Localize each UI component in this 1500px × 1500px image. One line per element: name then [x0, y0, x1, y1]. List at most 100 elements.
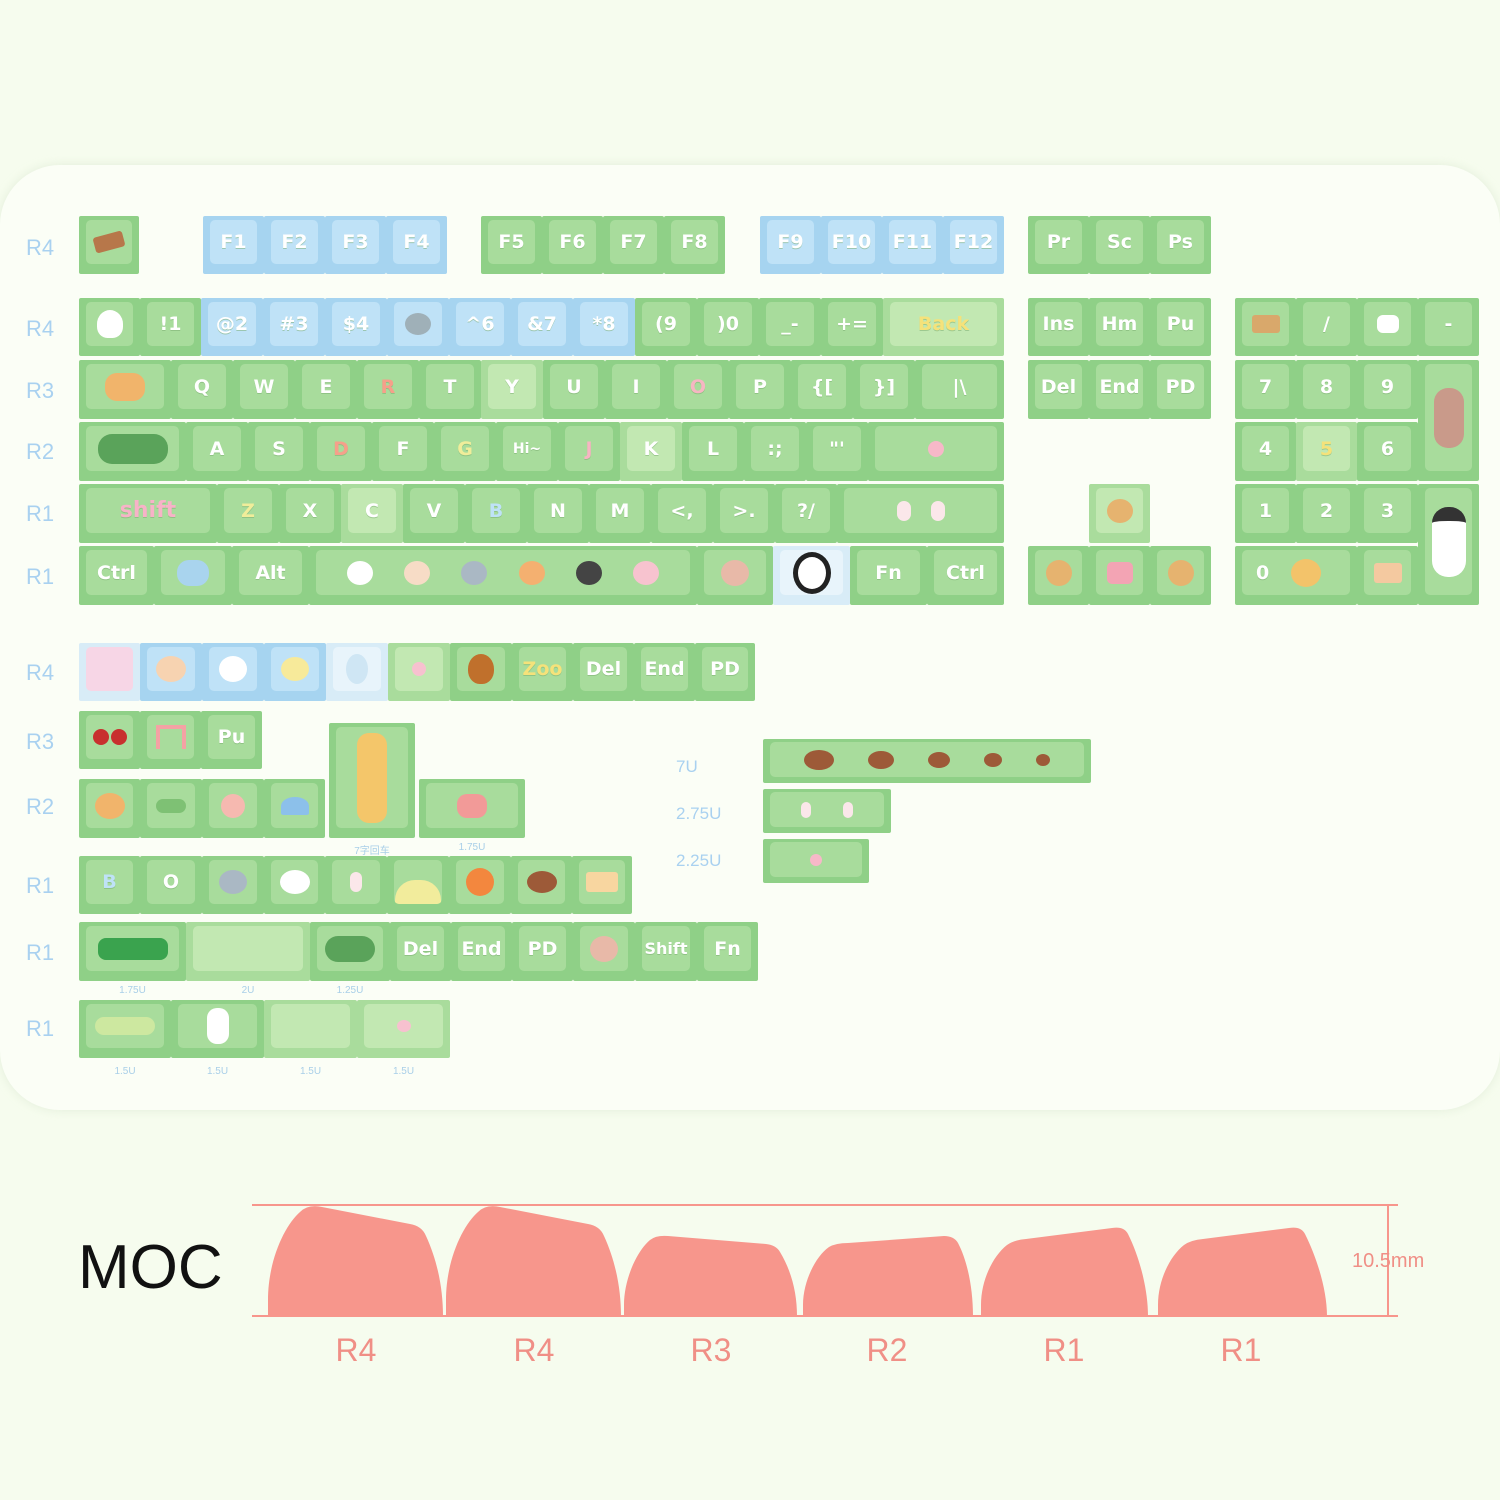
- hedgehog-icon: [526, 871, 557, 893]
- key-extra-koala: [202, 856, 264, 914]
- key-extra-monkey: [573, 922, 635, 981]
- key-enter-garden: [868, 422, 1004, 481]
- key-f12: F12: [943, 216, 1004, 274]
- key-b: B: [465, 484, 527, 543]
- key-spacebar-animals: [309, 546, 697, 605]
- heart-icon: [396, 1020, 411, 1032]
- paw-icon: [843, 801, 853, 818]
- size-label: 1.25U: [336, 985, 364, 996]
- profile-shape-r1: [981, 1227, 1148, 1316]
- key-5-koala: [387, 298, 449, 356]
- key-scroll-lock: Sc: [1089, 216, 1150, 274]
- key-extra-end2: End: [451, 922, 512, 981]
- key-end: End: [1089, 360, 1150, 419]
- cat-icon: [105, 372, 145, 401]
- lion-icon: [1291, 558, 1322, 587]
- key-left-alt: Alt: [232, 546, 309, 605]
- key-s: S: [248, 422, 310, 481]
- bird-icon: [219, 656, 247, 682]
- key-zoo-sign: [79, 216, 139, 274]
- row-label: R2: [25, 439, 55, 464]
- key-delete: Del: [1028, 360, 1089, 419]
- key-a: A: [186, 422, 248, 481]
- key-extra-crocodile: [79, 922, 186, 981]
- key-extra-hill: [387, 856, 449, 914]
- key-extra-goose: [171, 1000, 264, 1058]
- key-left-shift: shift: [79, 484, 217, 543]
- key-print-screen: Pr: [1028, 216, 1089, 274]
- key-backspace: Back: [883, 298, 1004, 356]
- key-extra-del: Del: [573, 643, 634, 701]
- koala-tree-icon: [1433, 387, 1464, 448]
- penguin-icon: [1431, 506, 1466, 577]
- key-extra-blue-bird: [326, 643, 388, 701]
- key-semicolon: :;: [744, 422, 806, 481]
- key-page-up: Pu: [1150, 298, 1211, 356]
- key-fn: Fn: [850, 546, 927, 605]
- key-minus: _-: [759, 298, 821, 356]
- key-8: *8: [573, 298, 635, 356]
- profile-shape-r4: [268, 1206, 443, 1316]
- monkey-icon: [590, 935, 618, 962]
- key-comma: <,: [651, 484, 713, 543]
- giraffe-icon: [357, 732, 387, 823]
- key-f8: F8: [664, 216, 725, 274]
- key-extra-pu: Pu: [201, 711, 262, 769]
- pig-icon: [632, 560, 659, 585]
- row-label: R4: [25, 235, 55, 260]
- profile-title: MOC: [78, 1233, 223, 1302]
- key-numpad-divide: /: [1296, 298, 1357, 356]
- key-l: L: [682, 422, 744, 481]
- size-label: 2U: [241, 985, 255, 996]
- key-extra-pink-pattern: [79, 643, 140, 701]
- size-label: 1.5U: [114, 1066, 136, 1077]
- key-u: U: [543, 360, 605, 419]
- key-arrow-up-bear: [1089, 484, 1150, 543]
- key-numpad-7: 7: [1235, 360, 1296, 419]
- key-6: ^6: [449, 298, 511, 356]
- size-label: 1.75U: [119, 985, 146, 996]
- row-label: R4: [25, 660, 55, 685]
- key-tab-cat: [79, 360, 171, 419]
- profile-row-label: R1: [1220, 1332, 1262, 1368]
- size-label: 1.5U: [206, 1066, 229, 1077]
- key-k: K: [620, 422, 682, 481]
- key-left-ctrl: Ctrl: [79, 546, 154, 605]
- key-extra-ticket: [572, 856, 632, 914]
- key-d: D: [310, 422, 372, 481]
- size-label-2-75u: 2.75U: [676, 804, 722, 823]
- size-label: 1.5U: [299, 1066, 322, 1077]
- paw-icon: [801, 801, 811, 818]
- key-1: !1: [140, 298, 201, 356]
- key-extra-butterfly: [419, 779, 525, 838]
- key-numpad-5: 5: [1296, 422, 1357, 481]
- bird-icon: [281, 657, 309, 681]
- key-extra-hi-paw: [325, 856, 387, 914]
- key-numpad-plus-koala: [1418, 360, 1479, 481]
- caterpillar-icon: [95, 1017, 155, 1035]
- key-page-down: PD: [1150, 360, 1211, 419]
- key-f4: F4: [386, 216, 447, 274]
- key-numlock-basket: [1235, 298, 1296, 356]
- row-label: R2: [25, 794, 55, 819]
- key-n: N: [527, 484, 589, 543]
- key-f6: F6: [542, 216, 603, 274]
- key-spacebar-2-75u-paws: [763, 789, 891, 833]
- profile-row-label: R1: [1043, 1332, 1085, 1368]
- key-extra-b: B: [79, 856, 140, 914]
- key-numpad-4: 4: [1235, 422, 1296, 481]
- panda-icon: [792, 551, 831, 594]
- bear-icon: [1045, 559, 1072, 586]
- key-win-elephant: [154, 546, 232, 605]
- row-label: R1: [25, 501, 55, 526]
- key-r: R: [357, 360, 419, 419]
- row-label: R4: [25, 316, 55, 341]
- note-icon: [1373, 562, 1402, 583]
- key-f2: F2: [264, 216, 325, 274]
- key-arrow-left-bear: [1028, 546, 1089, 605]
- key-extra-music: [140, 711, 201, 769]
- bunny-icon: [347, 560, 374, 585]
- key-extra-bunting: [264, 1000, 357, 1058]
- key-numpad-minus: -: [1418, 298, 1479, 356]
